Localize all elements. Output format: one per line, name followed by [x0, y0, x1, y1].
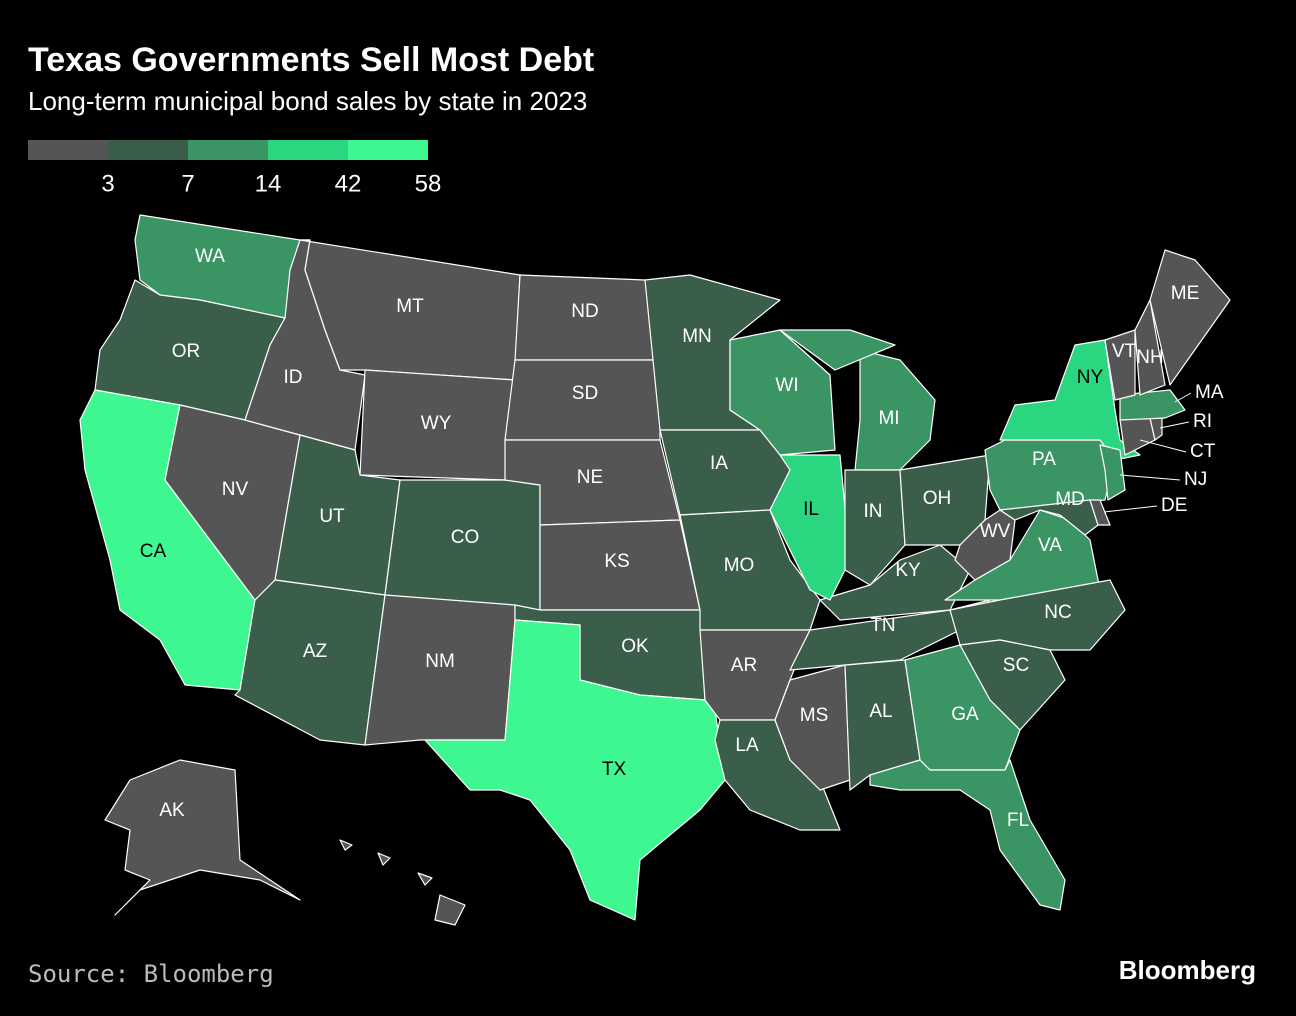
legend-tick-label: 3	[101, 170, 114, 197]
state-label: CO	[451, 527, 480, 548]
state	[377, 852, 391, 866]
state	[1089, 499, 1111, 526]
state-label: NE	[577, 467, 603, 488]
state-label: AK	[159, 800, 185, 821]
state-label: WA	[195, 246, 225, 267]
state-label: MN	[682, 326, 712, 347]
state-label: TN	[870, 615, 895, 636]
leader-line	[1119, 474, 1181, 481]
map: WA OR CA NV ID MT WY UT CO AZ NM ND SD NE KS OK TX MN IA MO…	[79, 214, 1231, 926]
state	[1099, 444, 1126, 501]
state-label: AL	[869, 701, 892, 722]
state-label: VA	[1038, 535, 1062, 556]
state-label: OH	[923, 488, 952, 509]
state-label: CA	[140, 541, 167, 562]
state-label: NM	[425, 651, 455, 672]
legend-swatch	[188, 140, 268, 160]
title: Texas Governments Sell Most Debt	[28, 41, 594, 79]
legend-tick-label: 14	[255, 170, 282, 197]
legend-swatch	[268, 140, 348, 160]
state	[1104, 329, 1136, 401]
state	[1134, 299, 1166, 396]
leader-line	[1159, 421, 1190, 429]
state-label: DE	[1161, 495, 1187, 516]
legend-tick-label: 7	[181, 170, 194, 197]
source: Source: Bloomberg	[28, 960, 274, 988]
state-label: WI	[775, 375, 798, 396]
state-label: FL	[1007, 810, 1029, 831]
state	[819, 544, 971, 621]
state-label: TX	[602, 759, 627, 780]
state	[434, 894, 466, 926]
state-label: RI	[1193, 411, 1212, 432]
state-label: GA	[951, 704, 979, 725]
legend-tick-label: 58	[415, 170, 442, 197]
state-label: ME	[1171, 283, 1200, 304]
state-label: CT	[1190, 441, 1216, 462]
state-label: MS	[800, 705, 829, 726]
state-label: LA	[735, 735, 759, 756]
state-label: SC	[1003, 655, 1029, 676]
legend: 3 7 14 42 58	[28, 140, 441, 197]
logo: Bloomberg	[1119, 955, 1256, 985]
state-label: UT	[319, 506, 345, 527]
state-label: NJ	[1184, 469, 1207, 490]
state	[869, 759, 1066, 911]
state	[104, 759, 301, 916]
leader-line	[1103, 505, 1158, 513]
state	[769, 454, 851, 601]
state-label: KY	[895, 560, 921, 581]
state-label: IA	[710, 453, 728, 474]
state	[339, 839, 353, 851]
state-label: NY	[1077, 367, 1104, 388]
state	[1149, 249, 1231, 386]
state	[729, 329, 836, 456]
state-label: AZ	[303, 641, 328, 662]
state-label: AR	[731, 655, 757, 676]
state-label: SD	[572, 383, 598, 404]
state	[679, 509, 821, 631]
leader-line	[1139, 439, 1187, 453]
state-label: KS	[604, 551, 629, 572]
legend-swatch	[28, 140, 108, 160]
state-label: WV	[980, 521, 1011, 542]
state-label: WY	[421, 413, 452, 434]
state	[417, 872, 433, 886]
state	[1119, 389, 1186, 421]
subtitle: Long-term municipal bond sales by state …	[28, 86, 587, 116]
state-label: NH	[1136, 347, 1163, 368]
state-label: OK	[621, 636, 649, 657]
state-label: VT	[1112, 341, 1137, 362]
state-label: PA	[1032, 449, 1056, 470]
state-label: MT	[396, 296, 424, 317]
state-label: ID	[284, 367, 303, 388]
state-label: NV	[222, 479, 249, 500]
leader-line	[1174, 392, 1192, 403]
state-label: IL	[803, 499, 819, 520]
state-label: IN	[864, 501, 883, 522]
state-label: MI	[878, 408, 899, 429]
state-label: MD	[1055, 489, 1085, 510]
state	[854, 349, 936, 471]
state-label: NC	[1044, 602, 1071, 623]
state-label: MA	[1195, 382, 1224, 403]
state-label: OR	[172, 341, 201, 362]
state-label: MO	[724, 555, 755, 576]
state-label: ND	[571, 301, 598, 322]
state	[779, 329, 896, 371]
state	[844, 469, 906, 586]
legend-tick-label: 42	[335, 170, 362, 197]
state	[424, 619, 726, 921]
legend-swatch	[348, 140, 428, 160]
legend-swatch	[108, 140, 188, 160]
